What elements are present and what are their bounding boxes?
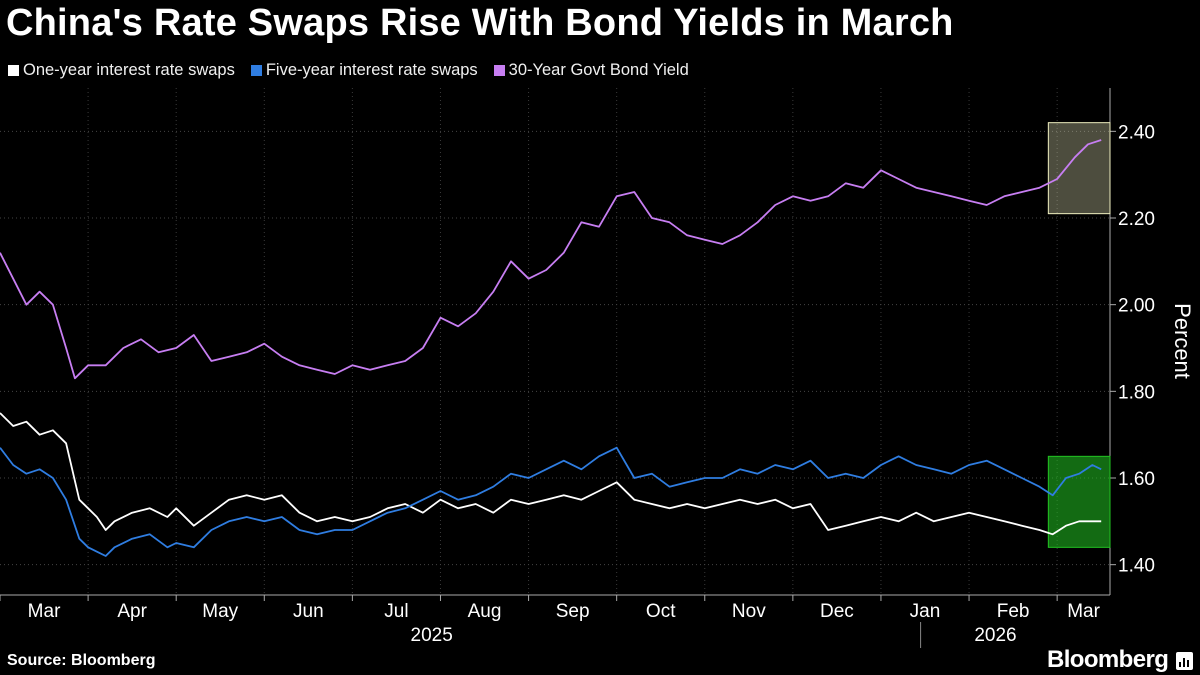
chart-title: China's Rate Swaps Rise With Bond Yields…: [6, 2, 954, 44]
y-tick-label: 2.00: [1118, 296, 1155, 317]
y-axis-label: Percent: [1170, 303, 1195, 379]
bloomberg-logo-text: Bloomberg: [1047, 646, 1169, 673]
highlight-box: [1047, 455, 1111, 548]
legend-swatch-white-icon: [8, 65, 19, 76]
y-tick-label: 1.60: [1118, 469, 1155, 490]
highlight-box: [1047, 122, 1111, 215]
x-tick-label: May: [202, 601, 238, 622]
x-tick-label: Aug: [468, 601, 502, 622]
x-tick-label: Jun: [293, 601, 324, 622]
y-tick-label: 2.40: [1118, 122, 1155, 143]
y-tick-label: 1.40: [1118, 556, 1155, 577]
legend-item-five-year-swaps: Five-year interest rate swaps: [250, 61, 478, 80]
legend-label: One-year interest rate swaps: [23, 61, 235, 79]
x-tick-label: Feb: [997, 601, 1030, 622]
legend-label: Five-year interest rate swaps: [265, 61, 478, 79]
y-tick-label: 2.20: [1118, 209, 1155, 230]
x-tick-label: Oct: [646, 601, 676, 622]
y-tick-label: 1.80: [1118, 382, 1155, 403]
x-tick-label: Apr: [117, 601, 147, 622]
x-tick-label: Dec: [820, 601, 854, 622]
x-tick-label: Sep: [556, 601, 590, 622]
year-label: 2025: [411, 625, 453, 646]
x-tick-label: Jan: [910, 601, 941, 622]
bar-chart-icon: [1176, 652, 1193, 670]
legend-swatch-blue-icon: [250, 65, 262, 76]
series-line-30-year-govt-bond-yield: [0, 139, 1102, 380]
x-tick-label: Mar: [28, 601, 61, 622]
source-note: Source: Bloomberg: [7, 652, 156, 669]
year-label: 2026: [974, 625, 1016, 646]
series-line-one-year-interest-rate-swaps: [0, 412, 1102, 536]
chart-legend: One-year interest rate swaps Five-year i…: [8, 61, 689, 80]
legend-swatch-purple-icon: [493, 65, 505, 76]
x-tick-label: Mar: [1067, 601, 1100, 622]
legend-label: 30-Year Govt Bond Yield: [508, 61, 689, 79]
legend-item-one-year-swaps: One-year interest rate swaps: [8, 61, 235, 80]
x-tick-label: Nov: [732, 601, 766, 622]
legend-item-30-year-yield: 30-Year Govt Bond Yield: [493, 61, 689, 80]
x-tick-label: Jul: [384, 601, 408, 622]
series-line-five-year-interest-rate-swaps: [0, 446, 1102, 557]
